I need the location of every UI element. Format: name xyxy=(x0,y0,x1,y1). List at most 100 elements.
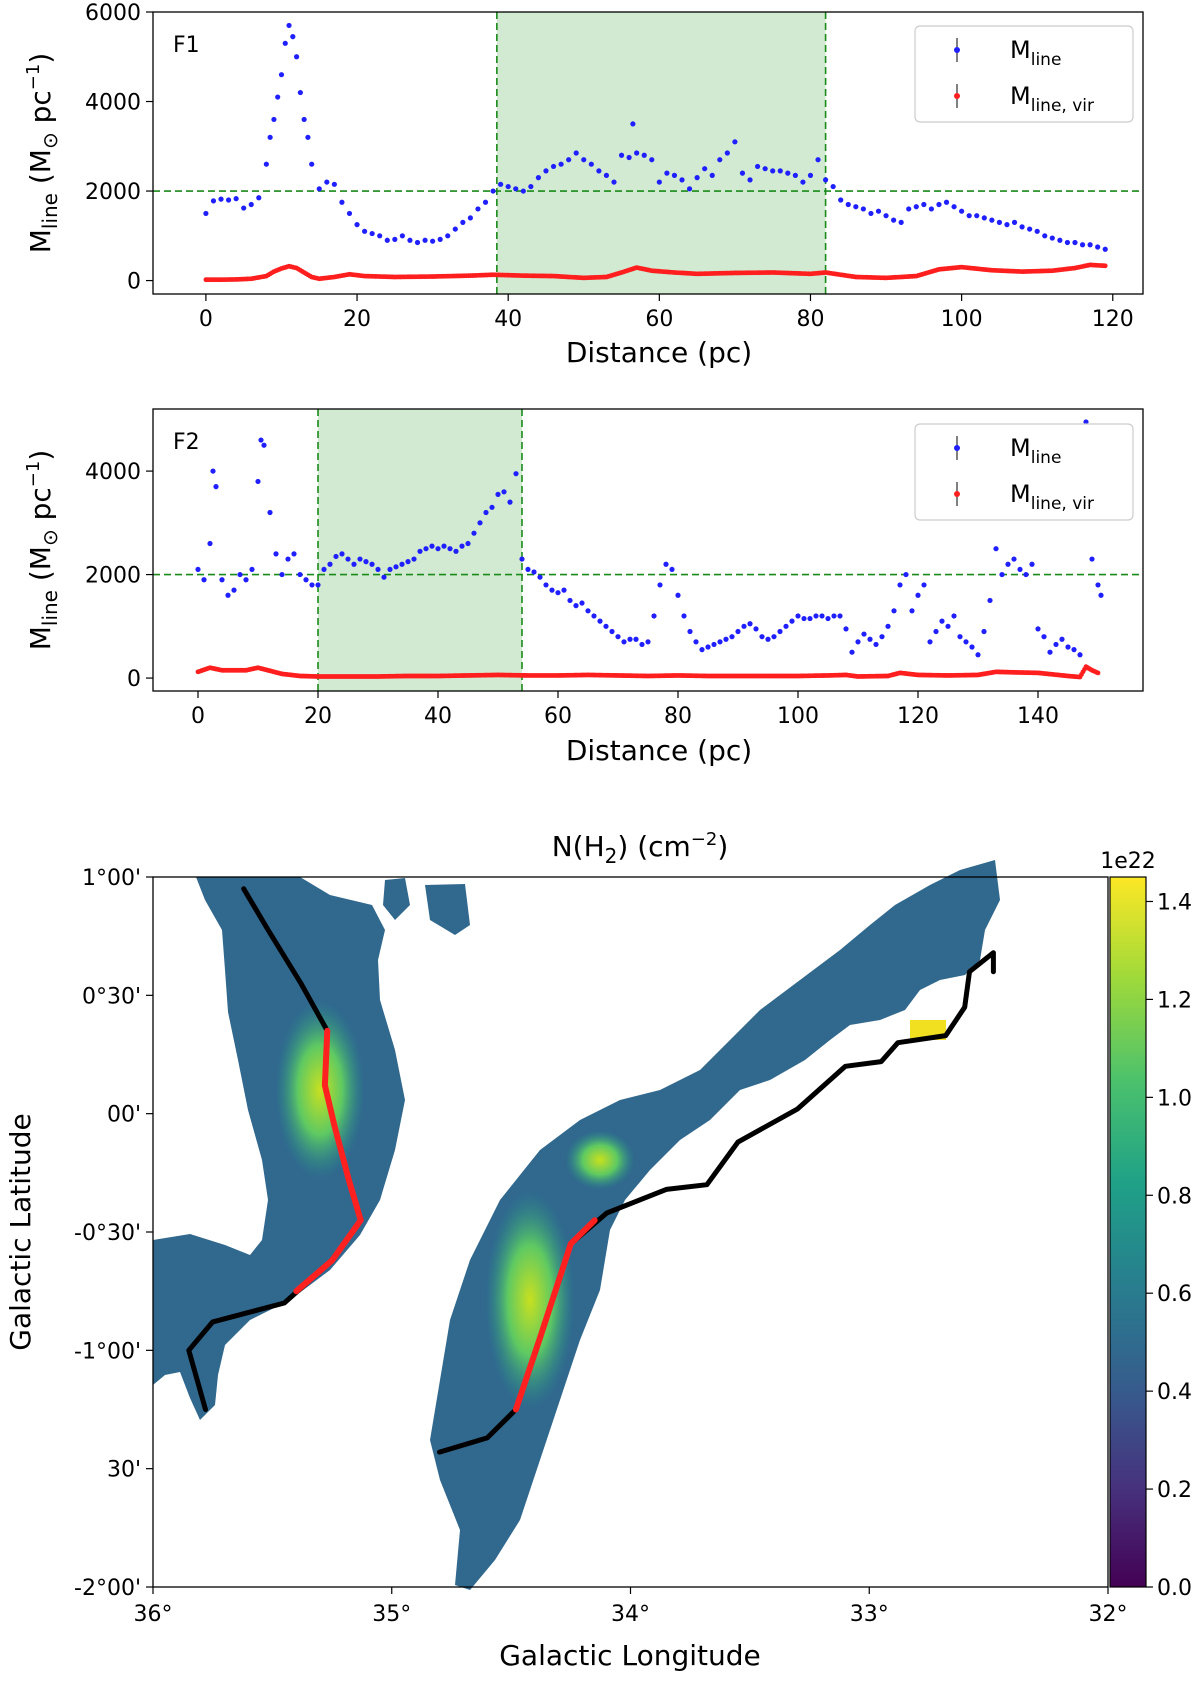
f2-legend-mvir: Mline, vir xyxy=(1010,480,1094,514)
f1-mline-point xyxy=(414,239,421,246)
f1-x-tick-label: 120 xyxy=(1092,307,1134,332)
map-y-tick-label: 1°00' xyxy=(82,866,141,891)
f1-x-tick-label: 60 xyxy=(645,307,673,332)
f2-mline-point xyxy=(831,613,837,619)
f2-mline-point xyxy=(267,509,273,516)
f2-mline-point xyxy=(987,597,993,604)
colorbar-tick-label: 0.4 xyxy=(1157,1380,1192,1405)
f2-mline-point xyxy=(555,590,561,596)
f2-mline-point xyxy=(441,543,447,549)
f2-mline-point xyxy=(351,561,357,567)
f2-panel-label: F2 xyxy=(173,430,200,455)
f1-mline-point xyxy=(1095,244,1101,250)
f2-mline-point xyxy=(633,636,639,642)
f2-mline-point xyxy=(699,647,705,653)
colorbar: 1e22 0.0 0.2 0.4 0.6 0.8 1.0 1.2 1.4 xyxy=(1100,849,1192,1601)
f1-mline-point xyxy=(475,206,481,212)
panel-f1: 0 20 40 60 80 100 120 0 2000 4000 6000 F1 Mline M… xyxy=(23,1,1144,369)
f2-mline-point xyxy=(1005,561,1011,567)
f1-x-tick-label: 40 xyxy=(494,307,522,332)
f2-mline-point xyxy=(1011,556,1017,562)
f1-mline-point xyxy=(293,54,300,60)
f1-mline-point xyxy=(286,22,292,29)
f2-mline-point xyxy=(945,623,951,629)
f1-mline-point xyxy=(686,186,693,192)
f1-mline-point xyxy=(377,233,383,239)
f1-mline-point xyxy=(724,150,730,156)
f1-mline-point xyxy=(528,183,534,190)
f2-mline-point xyxy=(927,639,933,645)
map-x-ticks: 36° 35° 34° 33° 32° xyxy=(134,1587,1128,1627)
filament-f2-shaded-segment xyxy=(512,1217,598,1413)
f2-mline-point xyxy=(543,582,549,588)
f2-mline-point xyxy=(963,639,969,645)
f2-mline-point xyxy=(255,478,261,485)
f1-mline-point xyxy=(210,198,217,204)
f2-legend-marker-mline xyxy=(954,445,960,451)
colorbar-tick-label: 0.0 xyxy=(1157,1576,1192,1601)
f2-mline-point xyxy=(375,566,381,573)
colorbar-tick-label: 0.6 xyxy=(1157,1282,1192,1307)
map-x-tick-label: 32° xyxy=(1089,1602,1128,1627)
f2-mline-point xyxy=(1098,592,1104,598)
f1-mline-point xyxy=(445,233,451,239)
f1-mline-point xyxy=(1011,219,1018,225)
f2-mline-point xyxy=(285,556,291,562)
f2-mline-point xyxy=(657,582,663,588)
f2-mline-point xyxy=(687,628,693,635)
f2-mline-point xyxy=(993,546,999,552)
f2-mline-point xyxy=(399,561,405,567)
f2-mline-point xyxy=(1035,626,1041,632)
emission-bright-right xyxy=(485,1190,575,1410)
f1-mline-point xyxy=(505,183,511,190)
f1-mline-point xyxy=(1027,226,1033,232)
f2-mline-point xyxy=(615,634,621,640)
f2-legend-box xyxy=(914,423,1134,521)
f1-mline-point xyxy=(452,226,458,232)
f1-mline-point xyxy=(853,204,859,210)
f1-mline-point xyxy=(278,72,285,78)
f1-mline-point xyxy=(634,150,640,156)
f2-mline-point xyxy=(1059,636,1065,642)
f2-mline-point xyxy=(489,504,495,510)
f1-mline-point xyxy=(271,116,277,123)
f2-mline-point xyxy=(873,641,879,648)
f1-mline-point xyxy=(1057,237,1063,243)
f1-mline-point xyxy=(883,213,889,219)
f2-x-tick-label: 0 xyxy=(191,704,205,729)
f1-mline-point xyxy=(974,213,980,219)
map-x-axis-label: Galactic Longitude xyxy=(499,1639,761,1672)
f2-mline-point xyxy=(771,634,777,640)
f2-mline-point xyxy=(591,613,597,619)
f1-mline-point xyxy=(656,179,662,185)
f2-mline-point xyxy=(237,571,243,578)
f2-x-tick-label: 80 xyxy=(664,704,692,729)
f2-mline-point xyxy=(258,437,264,443)
f2-mline-point xyxy=(777,628,783,635)
f1-mlinevir-point xyxy=(1102,263,1108,269)
f2-mline-point xyxy=(789,618,795,624)
f2-mline-point xyxy=(459,543,465,549)
f2-mline-point xyxy=(909,608,915,614)
filament-f1-shaded-segment xyxy=(293,1027,364,1295)
f2-mline-point xyxy=(201,577,207,583)
f1-mline-point xyxy=(520,188,526,194)
f1-mline-point xyxy=(739,170,746,176)
f2-mline-point xyxy=(741,623,747,629)
f1-x-tick-label: 100 xyxy=(941,307,983,332)
map-y-tick-label: 00' xyxy=(107,1103,141,1128)
f2-mline-point xyxy=(903,571,909,578)
f2-mline-point xyxy=(513,471,519,477)
map-y-axis-label: Galactic Latitude xyxy=(4,1113,37,1350)
f2-mline-point xyxy=(327,561,333,567)
f1-mline-point xyxy=(290,34,296,40)
f1-mline-point xyxy=(460,219,466,225)
f2-mline-point xyxy=(843,626,849,632)
f1-mline-point xyxy=(407,237,413,243)
column-density-emission xyxy=(153,860,1000,1590)
f1-mline-point xyxy=(573,150,579,156)
f1-mline-point xyxy=(671,172,678,178)
f1-mline-point xyxy=(1064,239,1071,246)
f1-mline-point xyxy=(822,177,829,183)
